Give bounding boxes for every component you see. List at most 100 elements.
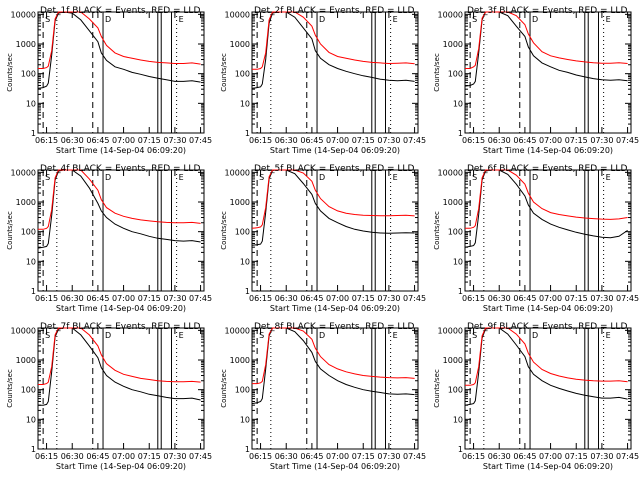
x-tick-label: 07:00 (112, 452, 135, 461)
y-tick-label: 1 (31, 129, 36, 138)
y-tick-label: 1000 (230, 356, 250, 365)
x-tick-label: 07:00 (326, 452, 349, 461)
marker-label: D (319, 331, 325, 340)
panel-title: Det_9f BLACK = Events, RED = LLD (467, 322, 627, 332)
marker-label: E (606, 331, 611, 340)
x-tick-label: 07:45 (189, 136, 212, 145)
x-tick-label: 06:15 (35, 294, 58, 303)
y-tick-label: 100 (235, 228, 250, 237)
marker-label: D (105, 173, 111, 182)
events-series-line (464, 327, 628, 406)
x-tick-label: 07:30 (163, 136, 186, 145)
marker-label: E (606, 173, 611, 182)
marker-label: S (45, 331, 50, 340)
y-tick-label: 1000 (443, 356, 463, 365)
x-tick-label: 07:30 (163, 294, 186, 303)
panel-title: Det_5f BLACK = Events, RED = LLD (254, 164, 414, 174)
events-series-line (37, 169, 201, 249)
events-series-line (251, 327, 415, 405)
x-tick-label: 06:15 (249, 294, 272, 303)
x-tick-label: 07:15 (138, 452, 161, 461)
y-tick-label: 100 (235, 386, 250, 395)
x-tick-label: 07:00 (539, 452, 562, 461)
x-tick-label: 07:15 (352, 294, 375, 303)
x-tick-label: 07:15 (565, 294, 588, 303)
y-tick-label: 10000 (11, 10, 36, 19)
x-tick-label: 07:30 (590, 452, 613, 461)
x-tick-label: 07:15 (138, 136, 161, 145)
y-tick-label: 100 (21, 386, 36, 395)
y-tick-label: 100 (21, 70, 36, 79)
x-tick-label: 07:45 (616, 136, 639, 145)
panel-title: Det_3f BLACK = Events, RED = LLD (467, 6, 627, 16)
marker-label: D (532, 173, 538, 182)
x-tick-label: 06:30 (488, 136, 511, 145)
y-tick-label: 10 (26, 257, 36, 266)
y-tick-label: 1 (245, 287, 250, 296)
x-tick-label: 07:15 (565, 136, 588, 145)
x-tick-label: 07:00 (326, 294, 349, 303)
lld-series-line (38, 169, 201, 230)
y-tick-label: 10000 (225, 168, 250, 177)
y-tick-label: 1 (245, 129, 250, 138)
x-tick-label: 07:45 (403, 136, 426, 145)
y-tick-label: 1 (31, 287, 36, 296)
x-tick-label: 06:45 (513, 136, 536, 145)
y-tick-label: 1000 (230, 40, 250, 49)
events-series-line (38, 327, 201, 406)
marker-label: E (179, 173, 184, 182)
lld-series-line (38, 11, 201, 69)
x-tick-label: 07:45 (616, 294, 639, 303)
x-tick-label: 06:30 (488, 452, 511, 461)
x-tick-label: 06:30 (275, 294, 298, 303)
lld-series-line (38, 327, 201, 385)
x-axis-label: Start Time (14-Sep-04 06:09:20) (270, 462, 400, 471)
y-axis-label: Counts/sec (433, 211, 441, 250)
lld-series-line (465, 327, 628, 386)
y-tick-label: 10 (26, 99, 36, 108)
events-series-line (251, 11, 415, 89)
x-axis-label: Start Time (14-Sep-04 06:09:20) (483, 462, 613, 471)
x-tick-label: 07:00 (326, 136, 349, 145)
y-tick-label: 100 (448, 70, 463, 79)
y-tick-label: 10000 (11, 168, 36, 177)
plot-frame (37, 11, 205, 134)
x-tick-label: 07:45 (403, 294, 426, 303)
y-tick-label: 100 (448, 228, 463, 237)
y-axis-label: Counts/sec (220, 53, 228, 92)
y-tick-label: 10000 (438, 10, 463, 19)
y-tick-label: 10 (240, 415, 250, 424)
x-axis-label: Start Time (14-Sep-04 06:09:20) (270, 146, 400, 155)
y-tick-label: 10 (240, 99, 250, 108)
x-tick-label: 06:15 (35, 452, 58, 461)
lld-series-line (465, 169, 628, 229)
x-tick-label: 07:30 (377, 294, 400, 303)
events-series-line (37, 11, 201, 89)
panel-title: Det_8f BLACK = Events, RED = LLD (254, 322, 414, 332)
marker-label: E (393, 173, 398, 182)
y-tick-label: 100 (235, 70, 250, 79)
y-tick-label: 1000 (443, 40, 463, 49)
marker-label: S (259, 15, 264, 24)
plot-frame (464, 11, 632, 134)
x-axis-label: Start Time (14-Sep-04 06:09:20) (56, 462, 186, 471)
marker-label: S (259, 173, 264, 182)
x-tick-label: 06:15 (249, 136, 272, 145)
marker-label: S (259, 331, 264, 340)
marker-label: D (532, 15, 538, 24)
y-tick-label: 10000 (225, 326, 250, 335)
x-tick-label: 07:15 (352, 136, 375, 145)
x-tick-label: 07:30 (590, 294, 613, 303)
y-tick-label: 10000 (438, 326, 463, 335)
x-tick-label: 06:15 (462, 294, 485, 303)
y-tick-label: 1 (245, 445, 250, 454)
x-tick-label: 07:00 (112, 294, 135, 303)
y-tick-label: 10 (453, 99, 463, 108)
y-tick-label: 1 (458, 445, 463, 454)
y-axis-label: Counts/sec (6, 53, 14, 92)
